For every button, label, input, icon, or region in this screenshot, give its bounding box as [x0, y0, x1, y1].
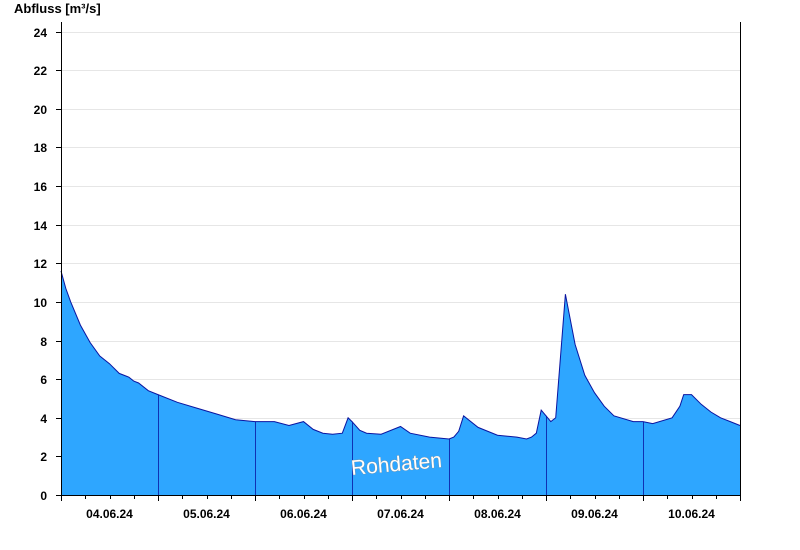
area-fill — [61, 271, 740, 495]
y-tick-label: 4 — [40, 412, 47, 426]
y-tick-label: 14 — [34, 219, 48, 233]
x-tick-label: 05.06.24 — [183, 507, 230, 521]
x-tick-labels: 04.06.24 05.06.24 06.06.24 07.06.24 08.06.24… — [86, 507, 715, 521]
x-tick-label: 08.06.24 — [474, 507, 521, 521]
x-tick-label: 10.06.24 — [668, 507, 715, 521]
x-tick-label: 06.06.24 — [280, 507, 327, 521]
y-tick-label: 20 — [34, 103, 48, 117]
day-boundary-lines — [158, 394, 644, 495]
area-series — [60, 270, 741, 495]
y-tick-label: 16 — [34, 180, 48, 194]
x-tick-label: 07.06.24 — [377, 507, 424, 521]
y-tick-label: 0 — [40, 489, 47, 503]
y-tick-label: 24 — [34, 26, 48, 40]
axes — [56, 22, 741, 501]
y-tick-label: 8 — [40, 335, 47, 349]
grid-lines — [61, 32, 740, 457]
y-tick-label: 2 — [40, 450, 47, 464]
y-tick-label: 12 — [34, 257, 48, 271]
y-tick-label: 10 — [34, 296, 48, 310]
y-tick-label: 22 — [34, 64, 48, 78]
x-tick-label: 04.06.24 — [86, 507, 133, 521]
series-line — [60, 270, 741, 440]
y-axis-label: Abfluss [m³/s] — [14, 1, 101, 16]
y-tick-label: 18 — [34, 141, 48, 155]
y-tick-label: 6 — [40, 373, 47, 387]
x-tick-label: 09.06.24 — [571, 507, 618, 521]
